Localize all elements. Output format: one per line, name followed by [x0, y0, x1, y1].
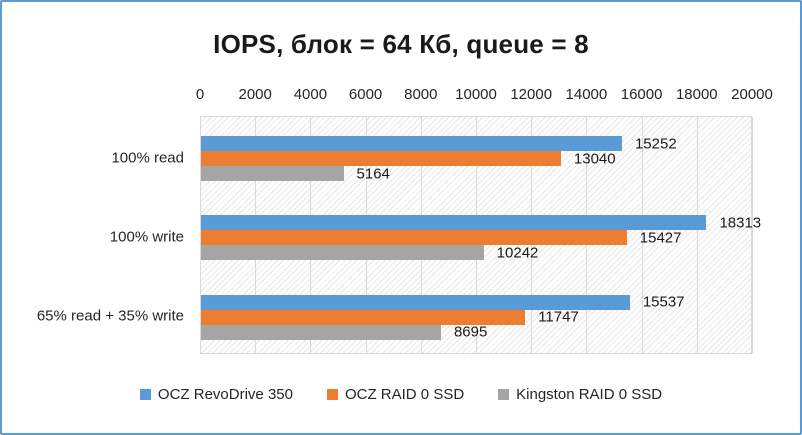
gridline [696, 117, 698, 353]
bar-ocz-revodrive-350 [201, 294, 630, 310]
legend-swatch-icon [139, 389, 151, 400]
bar-value-label: 10242 [496, 244, 539, 262]
x-axis-tick-label: 2000 [238, 86, 272, 103]
x-axis-tick-label: 18000 [675, 86, 718, 103]
bar-value-label: 15537 [642, 293, 685, 311]
gridline [641, 117, 643, 353]
legend: OCZ RevoDrive 350 OCZ RAID 0 SSD Kingston … [2, 386, 800, 403]
x-axis-tick-label: 4000 [293, 86, 328, 103]
plot-area: 15252 13040 5164 18313 15427 10242 15537 11747 8… [200, 116, 761, 354]
x-axis-tick-label: 20000 [731, 86, 773, 103]
x-axis-tick-label: 10000 [455, 86, 497, 103]
x-axis-tick-label: 0 [195, 86, 205, 103]
category-label-65-read-35-write: 65% read + 35% write [36, 307, 184, 325]
x-axis-tick-label: 6000 [348, 86, 383, 103]
legend-item-ocz-revodrive-350: OCZ RevoDrive 350 [139, 386, 293, 403]
bar-ocz-raid-0-ssd [201, 151, 561, 166]
x-axis-tick-label: 12000 [510, 86, 553, 103]
gridline [752, 117, 753, 353]
legend-item-ocz-raid-0-ssd: OCZ RAID 0 SSD [326, 386, 465, 403]
legend-label: OCZ RevoDrive 350 [157, 386, 293, 403]
bar-value-label: 13040 [573, 150, 616, 167]
legend-label: OCZ RAID 0 SSD [344, 386, 465, 403]
bar-ocz-revodrive-350 [201, 215, 707, 231]
bar-ocz-revodrive-350 [201, 136, 622, 151]
chart-title: IOPS, блок = 64 Кб, queue = 8 [213, 29, 589, 59]
x-axis-tick-label: 8000 [404, 86, 438, 103]
x-axis-tick-label: 14000 [565, 86, 608, 103]
x-axis-tick-label: 16000 [620, 86, 663, 103]
bar-kingston-raid-0-ssd [201, 324, 441, 340]
bar-ocz-raid-0-ssd [201, 230, 627, 246]
category-label-100-write: 100% write [109, 228, 184, 246]
legend-item-kingston-raid-0-ssd: Kingston RAID 0 SSD [498, 386, 662, 403]
bar-kingston-raid-0-ssd [201, 166, 344, 181]
bar-ocz-raid-0-ssd [201, 309, 526, 325]
bar-value-label: 11747 [538, 308, 579, 326]
bar-value-label: 18313 [719, 214, 762, 232]
bar-value-label: 15252 [634, 135, 677, 152]
legend-swatch-icon [326, 389, 338, 400]
bar-value-label: 15427 [639, 229, 682, 247]
bar-value-label: 5164 [356, 165, 390, 182]
legend-label: Kingston RAID 0 SSD [516, 386, 663, 403]
category-label-100-read: 100% read [111, 149, 184, 166]
legend-swatch-icon [498, 389, 510, 400]
bar-value-label: 8695 [453, 323, 488, 341]
bar-kingston-raid-0-ssd [201, 245, 484, 261]
